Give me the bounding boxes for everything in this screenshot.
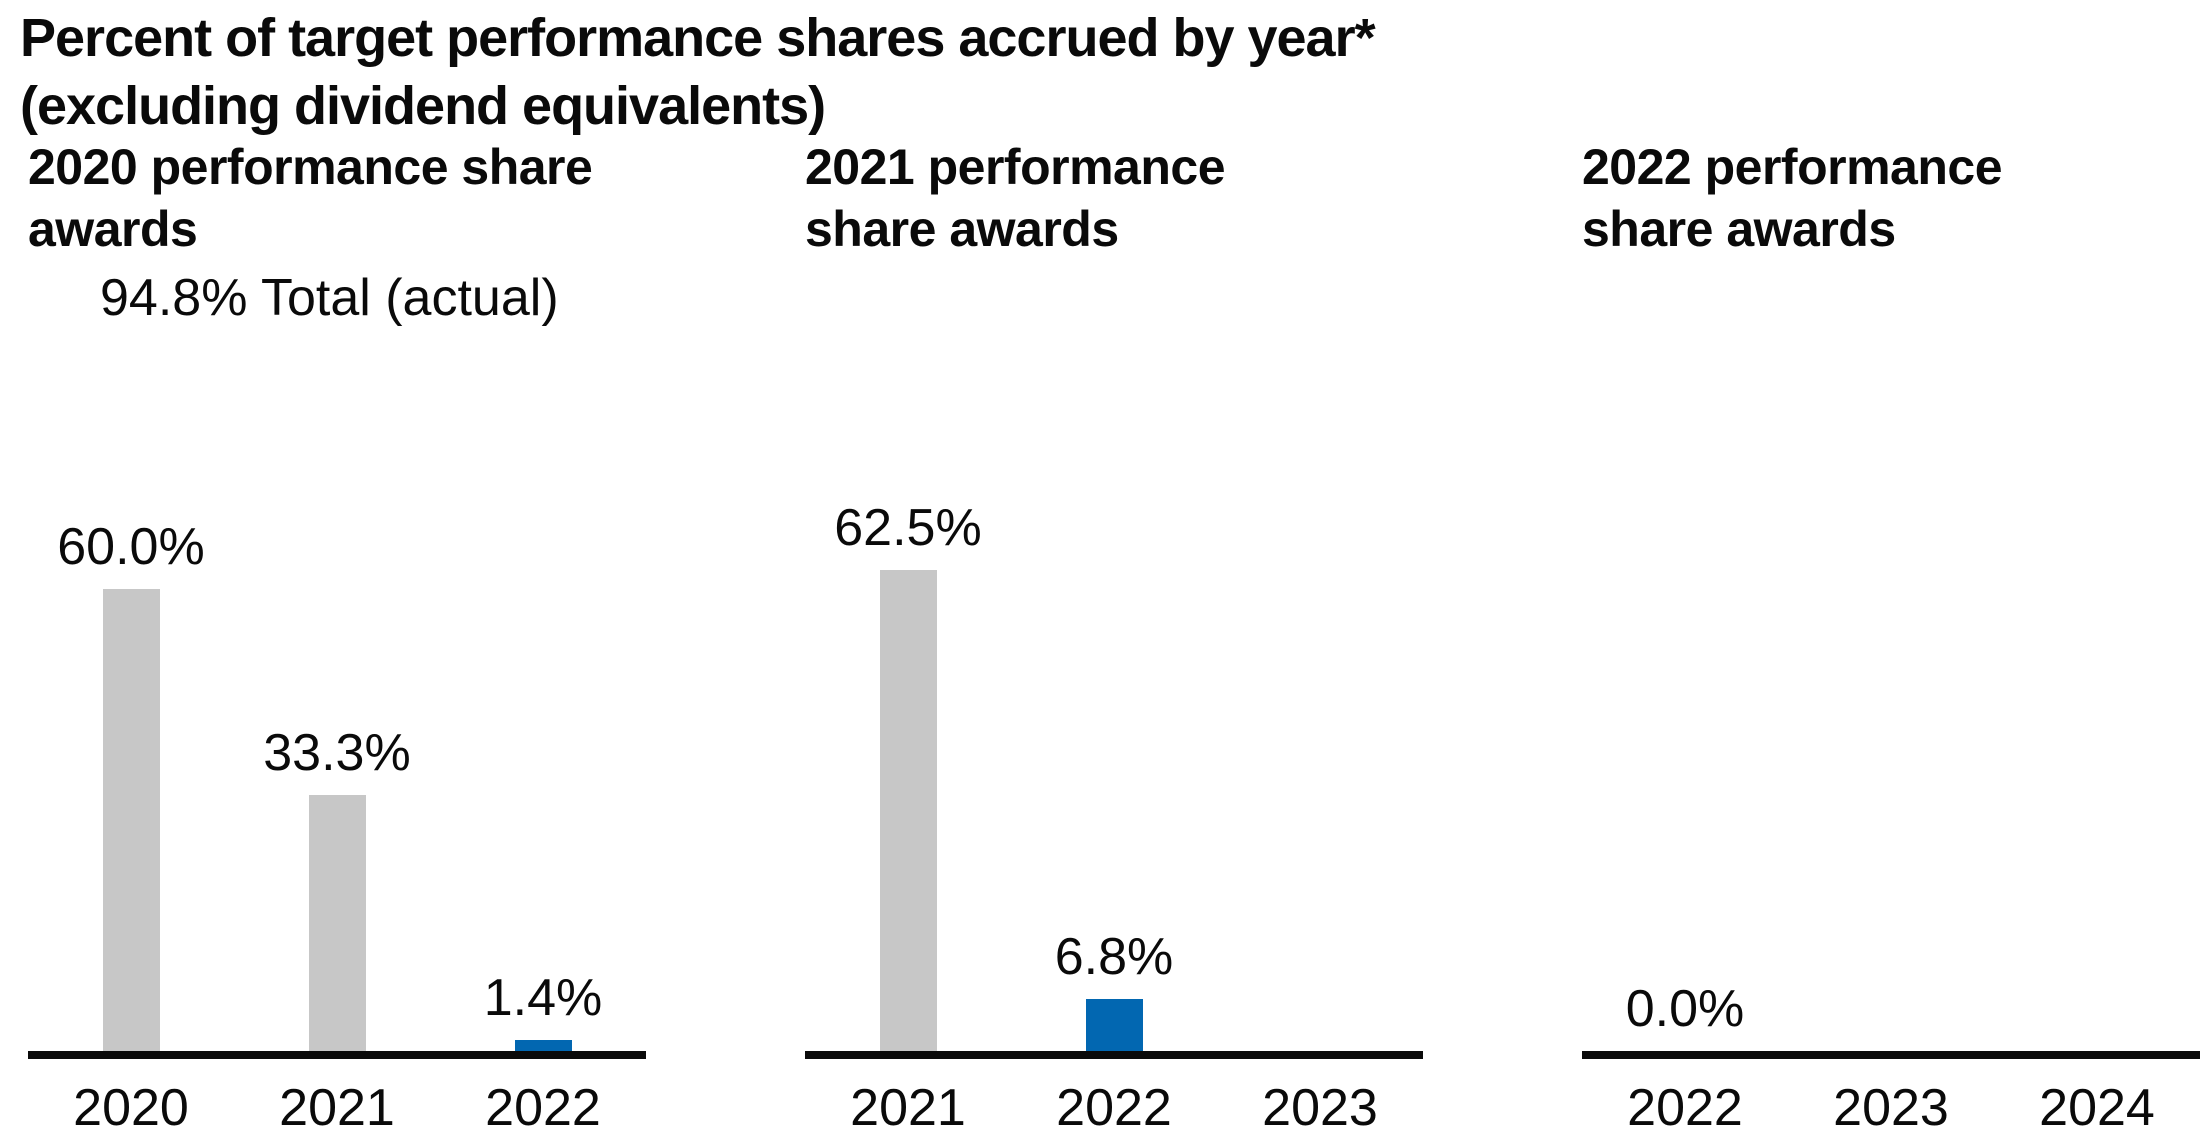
bar-value-label: 62.5%	[834, 499, 982, 557]
panel-title-line1: 2021 performance	[805, 139, 1226, 195]
bar-2021	[308, 795, 366, 1051]
x-axis-tick-label: 2023	[1833, 1079, 1949, 1136]
bar-2020	[102, 589, 160, 1051]
panel-title-line2: share awards	[1582, 201, 1896, 257]
bar-value-label: 0.0%	[1625, 980, 1745, 1038]
panel-title-line2: awards	[28, 201, 198, 257]
x-axis-line	[28, 1051, 646, 1059]
panel-title: 2021 performance share awards	[805, 136, 1226, 260]
x-axis-tick-label: 2021	[850, 1079, 966, 1136]
chart-title-line1: Percent of target performance shares acc…	[20, 8, 1376, 68]
bar-value-label: 33.3%	[263, 724, 411, 782]
panel-title-line2: share awards	[805, 201, 1119, 257]
x-axis-tick-label: 2022	[1056, 1079, 1172, 1136]
chart-title-line2: (excluding dividend equivalents)	[20, 76, 826, 136]
panel-title-line1: 2020 performance share	[28, 139, 593, 195]
bar-2021	[879, 570, 937, 1051]
x-axis-tick-label: 2022	[1627, 1079, 1743, 1136]
x-axis-tick-label: 2022	[485, 1079, 601, 1136]
panel-2022-awards: 2022 performance share awards 0.0% 2022 2023…	[1582, 0, 2200, 1136]
panel-total-subtitle: 94.8% Total (actual)	[100, 269, 559, 327]
bar-value-label: 60.0%	[57, 518, 205, 576]
x-axis-tick-label: 2023	[1262, 1079, 1378, 1136]
bar-value-label: 1.4%	[483, 969, 603, 1027]
x-axis-tick-label: 2021	[279, 1079, 395, 1136]
panel-title: 2020 performance share awards	[28, 136, 593, 260]
bar-value-label: 6.8%	[1054, 928, 1174, 986]
bar-2022	[514, 1040, 572, 1051]
x-axis-tick-label: 2020	[73, 1079, 189, 1136]
x-axis-tick-label: 2024	[2039, 1079, 2155, 1136]
x-axis-line	[1582, 1051, 2200, 1059]
panel-title: 2022 performance share awards	[1582, 136, 2003, 260]
bar-2022	[1085, 999, 1143, 1051]
x-axis-line	[805, 1051, 1423, 1059]
panel-2020-awards: 2020 performance share awards 94.8% Total …	[28, 0, 646, 1136]
panel-title-line1: 2022 performance	[1582, 139, 2003, 195]
panel-2021-awards: 2021 performance share awards 62.5% 6.8% 202…	[805, 0, 1423, 1136]
chart-title: Percent of target performance shares acc…	[20, 4, 1376, 140]
